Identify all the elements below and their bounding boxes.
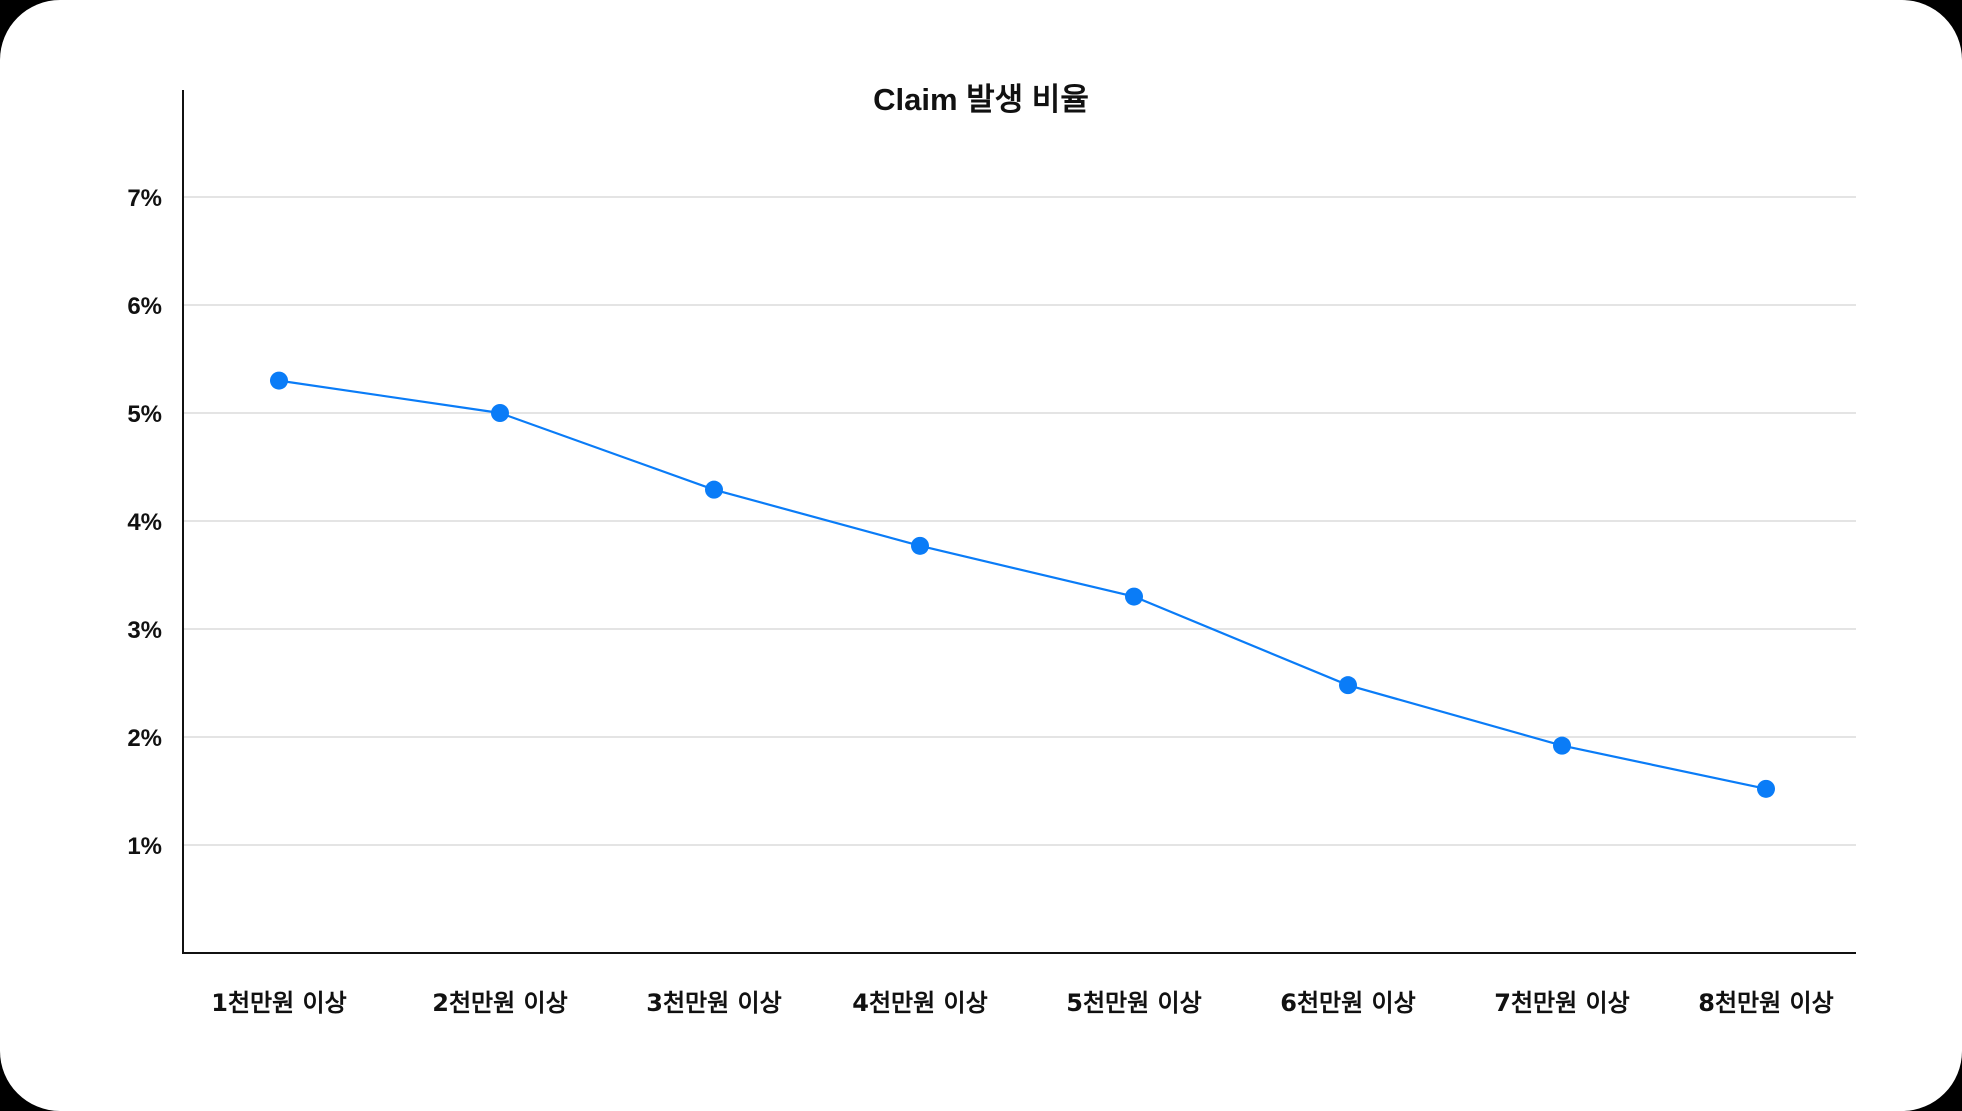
y-tick-label: 4%	[127, 509, 162, 536]
y-tick-label: 3%	[127, 617, 162, 644]
data-point	[1339, 676, 1357, 695]
x-tick-label: 4천만원 이상	[852, 989, 987, 1017]
data-point	[1757, 779, 1775, 798]
y-tick-label: 1%	[127, 833, 162, 860]
data-point	[1125, 587, 1143, 606]
x-tick-label: 2천만원 이상	[432, 989, 567, 1017]
data-point	[1553, 736, 1571, 755]
y-tick-label: 7%	[127, 185, 162, 212]
y-tick-label: 2%	[127, 725, 162, 752]
y-tick-label: 5%	[127, 401, 162, 428]
x-tick-label: 8천만원 이상	[1698, 989, 1833, 1017]
x-tick-label: 3천만원 이상	[646, 989, 781, 1017]
data-point	[270, 371, 288, 390]
data-point	[705, 480, 723, 499]
chart-title: Claim 발생 비율	[873, 82, 1089, 117]
data-point	[911, 536, 929, 555]
x-tick-label: 7천만원 이상	[1494, 989, 1629, 1017]
data-point	[491, 404, 509, 422]
x-tick-label: 1천만원 이상	[211, 989, 346, 1017]
x-tick-label: 5천만원 이상	[1066, 989, 1201, 1017]
y-tick-label: 6%	[127, 293, 162, 320]
x-tick-label: 6천만원 이상	[1280, 989, 1415, 1017]
series-line	[278, 379, 1767, 790]
